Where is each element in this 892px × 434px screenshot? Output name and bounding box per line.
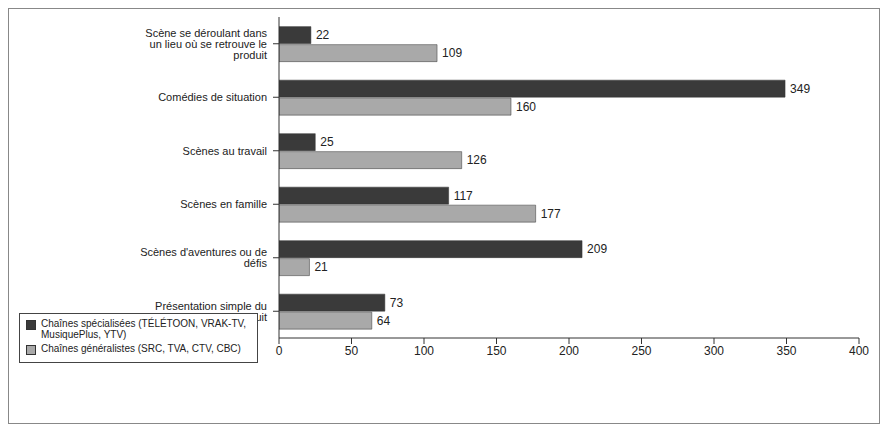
svg-text:Comédies de situation: Comédies de situation [158,91,267,103]
svg-text:109: 109 [442,46,462,60]
html-text:Chaînes spécialisées (TÉLÉTOON: Chaînes spécialisées (TÉLÉTOON, VRAK-TV,… [41,318,247,340]
svg-text:Scènes d'aventures ou dedéfis: Scènes d'aventures ou dedéfis [140,246,267,269]
svg-text:350: 350 [776,344,796,358]
svg-text:349: 349 [790,82,810,96]
svg-text:250: 250 [631,344,651,358]
svg-text:73: 73 [390,296,404,310]
svg-text:64: 64 [377,314,391,328]
svg-text:50: 50 [345,344,359,358]
html-text:Chaînes généralistes (SRC, TVA: Chaînes généralistes (SRC, TVA, CTV, CBC… [41,343,241,354]
svg-text:177: 177 [541,207,561,221]
svg-text:150: 150 [486,344,506,358]
svg-text:126: 126 [467,153,487,167]
svg-text:Présentation simple duproduit: Présentation simple duproduit [155,300,267,323]
svg-text:160: 160 [516,100,536,114]
svg-text:400: 400 [849,344,869,358]
svg-text:21: 21 [314,260,328,274]
svg-text:0: 0 [276,344,283,358]
svg-text:200: 200 [559,344,579,358]
svg-text:25: 25 [320,135,334,149]
svg-text:117: 117 [454,189,473,203]
svg-text:209: 209 [587,242,607,256]
svg-text:300: 300 [704,344,724,358]
svg-text:Scènes au travail: Scènes au travail [183,145,267,157]
svg-text:100: 100 [414,344,434,358]
svg-text:Scènes en famille: Scènes en famille [180,198,267,210]
svg-text:22: 22 [316,28,330,42]
svg-text:Scène se déroulant dansun lieu: Scène se déroulant dansun lieu où se ret… [145,27,267,61]
